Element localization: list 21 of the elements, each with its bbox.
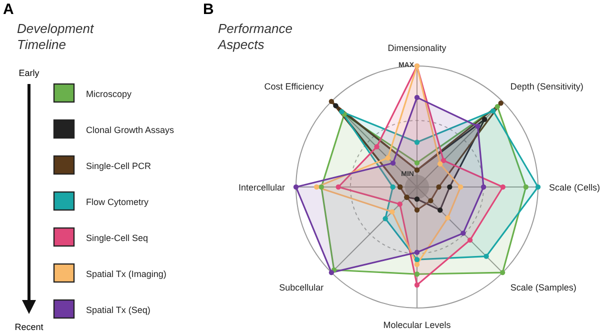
spoke-label: Molecular Levels xyxy=(383,320,452,330)
legend-title: Development Timeline xyxy=(17,21,95,52)
spoke-label: Dimensionality xyxy=(388,43,447,53)
text: B xyxy=(203,1,214,18)
text: Early xyxy=(18,68,40,78)
legend-label: Microscopy xyxy=(86,89,132,99)
spoke-label: Intercellular xyxy=(238,182,285,192)
chart-title: Performance Aspects xyxy=(217,21,292,52)
text: Recent xyxy=(14,322,44,332)
legend-label: Flow Cytometry xyxy=(86,197,150,207)
legend-label: Single-Cell Seq xyxy=(86,233,148,243)
legend-label: Clonal Growth Assays xyxy=(86,125,175,135)
legend-label: Spatial Tx (Seq) xyxy=(86,305,150,315)
spoke-label: Cost Efficiency xyxy=(264,82,324,92)
spoke-label: Scale (Samples) xyxy=(510,282,576,292)
legend-label: Spatial Tx (Imaging) xyxy=(86,269,166,279)
spoke-label: Depth (Sensitivity) xyxy=(510,82,584,92)
spoke-label: Subcellular xyxy=(279,282,324,292)
legend-label: Single-Cell PCR xyxy=(86,161,152,171)
spoke-label: Scale (Cells) xyxy=(549,182,600,192)
text: A xyxy=(3,1,14,18)
